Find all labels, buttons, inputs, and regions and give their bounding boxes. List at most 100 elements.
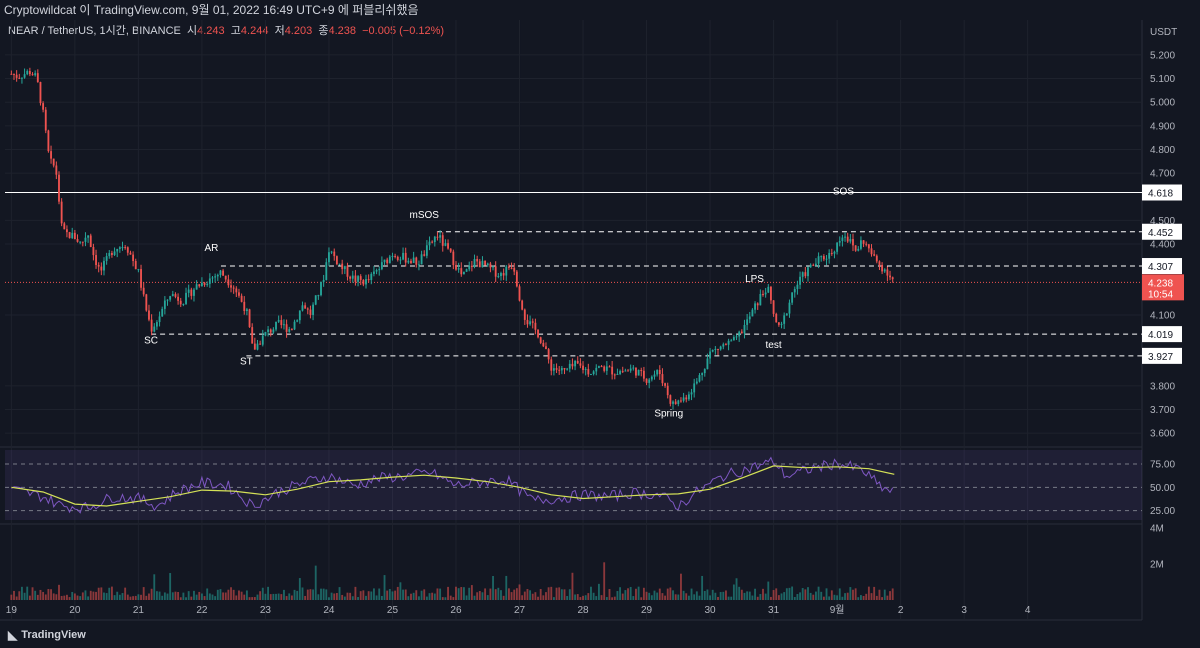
candle-body bbox=[529, 321, 532, 325]
volume-bar bbox=[566, 596, 569, 600]
time-tick-label: 29 bbox=[641, 605, 653, 616]
volume-bar bbox=[669, 587, 672, 600]
volume-bar bbox=[862, 595, 865, 600]
volume-bar bbox=[711, 589, 714, 600]
level-price-tag bbox=[1142, 223, 1182, 240]
volume-bar bbox=[740, 589, 743, 600]
volume-pane[interactable]: 4M 2M bbox=[10, 524, 1164, 601]
rsi-pane[interactable]: 75.00 50.00 25.00 bbox=[5, 450, 1175, 520]
candle-body bbox=[465, 269, 468, 272]
volume-bar bbox=[650, 595, 653, 600]
volume-bar bbox=[584, 595, 587, 600]
candle-body bbox=[791, 292, 794, 303]
volume-bar bbox=[333, 593, 336, 600]
candle-body bbox=[825, 258, 828, 260]
candle-body bbox=[42, 103, 45, 110]
time-axis[interactable]: 19 20 21 22 23 24 25 26 27 28 29 30 31 9월 2 3 4 bbox=[6, 604, 1031, 616]
volume-bar bbox=[452, 597, 455, 600]
volume-bar bbox=[21, 586, 23, 600]
volume-bar bbox=[386, 590, 389, 600]
tradingview-logo[interactable]: ◣ TradingView bbox=[8, 628, 86, 642]
volume-bar bbox=[155, 591, 158, 600]
volume-bar bbox=[807, 587, 809, 600]
volume-bar bbox=[727, 596, 730, 600]
volume-bar bbox=[314, 565, 317, 600]
candle-body bbox=[531, 321, 534, 323]
volume-bar bbox=[44, 594, 47, 600]
candle-body bbox=[510, 267, 513, 269]
high-label: 고 bbox=[230, 25, 241, 37]
volume-bar bbox=[97, 587, 100, 600]
volume-bar bbox=[60, 595, 63, 600]
volume-bar bbox=[39, 589, 42, 600]
candle-body bbox=[436, 236, 439, 238]
volume-bar bbox=[36, 594, 39, 600]
volume-bar bbox=[447, 586, 449, 600]
candle-body bbox=[489, 263, 492, 268]
brand-text: TradingView bbox=[21, 629, 86, 641]
high-value: 4.244 bbox=[240, 25, 269, 37]
candle-body bbox=[497, 276, 500, 278]
candle-body bbox=[815, 263, 817, 266]
wyckoff-annotation: ST bbox=[240, 357, 253, 368]
candle-body bbox=[317, 295, 320, 297]
volume-bar bbox=[222, 592, 225, 600]
candle-body bbox=[137, 269, 140, 271]
candle-body bbox=[661, 374, 664, 384]
candle-body bbox=[410, 260, 412, 264]
volume-bar bbox=[515, 588, 518, 600]
candle-body bbox=[653, 374, 656, 377]
price-tick-label: 4.100 bbox=[1150, 310, 1175, 321]
candle-body bbox=[362, 279, 365, 285]
candle-body bbox=[412, 257, 415, 264]
candle-body bbox=[820, 256, 823, 258]
candle-body bbox=[796, 284, 799, 290]
volume-bar bbox=[812, 594, 815, 600]
price-axis[interactable]: USDT5.2005.1005.0004.9004.8004.7004.5004… bbox=[1142, 27, 1184, 440]
wyckoff-annotation: SC bbox=[144, 335, 158, 346]
candle-body bbox=[635, 367, 637, 376]
candle-body bbox=[669, 395, 672, 404]
volume-bar bbox=[113, 595, 116, 600]
volume-bar bbox=[259, 591, 262, 600]
volume-bar bbox=[844, 593, 846, 600]
volume-bar bbox=[600, 595, 603, 600]
volume-bar bbox=[518, 584, 521, 600]
volume-bar bbox=[87, 596, 90, 600]
candle-body bbox=[889, 275, 891, 278]
volume-bar bbox=[306, 589, 309, 600]
volume-bar bbox=[238, 590, 240, 600]
volume-bar bbox=[415, 590, 418, 600]
volume-bar bbox=[701, 575, 704, 600]
candle-body bbox=[833, 251, 836, 254]
candle-body bbox=[542, 342, 545, 347]
price-chart[interactable]: SC AR ST mSOS LPS test Spring SOS USDT 5.200 5.10… bbox=[0, 0, 1200, 624]
volume-bar bbox=[330, 592, 333, 600]
candle-body bbox=[394, 255, 397, 257]
candle-body bbox=[457, 268, 460, 270]
volume-bar bbox=[346, 592, 349, 600]
candle-body bbox=[502, 273, 505, 276]
candle-body bbox=[566, 368, 569, 370]
volume-bar bbox=[283, 589, 285, 600]
candle-body bbox=[230, 285, 232, 288]
volume-bar bbox=[722, 591, 725, 600]
candle-body bbox=[177, 296, 180, 301]
volume-bar bbox=[264, 593, 267, 600]
candle-body bbox=[418, 264, 420, 266]
symbol-name[interactable]: NEAR / TetherUS, 1시간, BINANCE bbox=[8, 25, 181, 37]
volume-bar bbox=[13, 590, 15, 600]
volume-bar bbox=[140, 594, 142, 600]
volume-bar bbox=[529, 590, 532, 600]
level-price-tag bbox=[1142, 347, 1182, 364]
volume-bar bbox=[873, 586, 876, 600]
volume-tick-label: 4M bbox=[1150, 524, 1164, 535]
volume-bar bbox=[550, 586, 553, 600]
candle-body bbox=[129, 252, 132, 255]
low-value: 4.203 bbox=[284, 25, 313, 37]
volume-bar bbox=[63, 595, 66, 600]
volume-bar bbox=[129, 596, 132, 600]
volume-bar bbox=[378, 588, 381, 600]
volume-bar bbox=[642, 587, 645, 600]
volume-bar bbox=[137, 594, 140, 600]
